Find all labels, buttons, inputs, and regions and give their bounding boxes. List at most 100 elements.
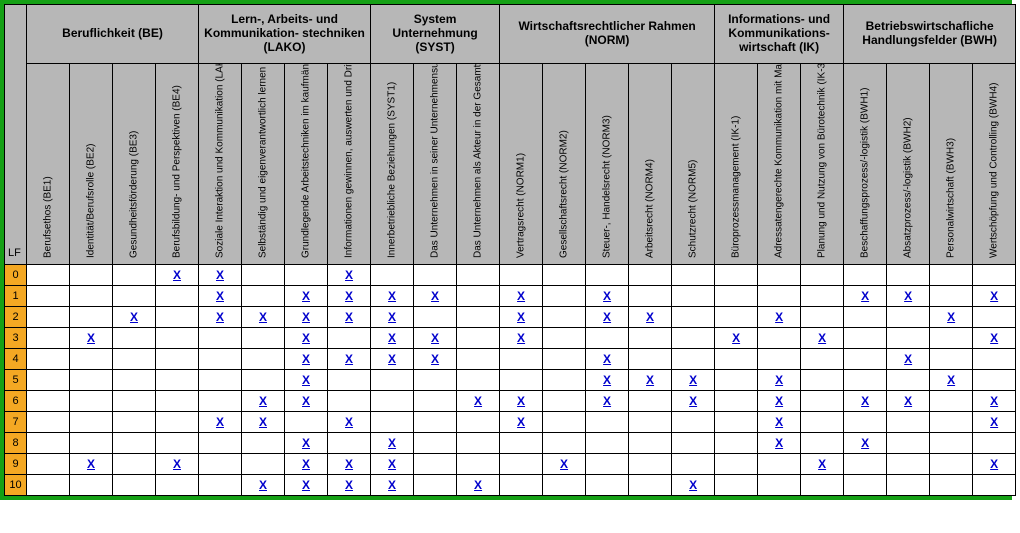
x-mark[interactable]: X <box>216 289 224 303</box>
x-mark[interactable]: X <box>259 415 267 429</box>
matrix-cell[interactable]: X <box>285 454 328 475</box>
x-mark[interactable]: X <box>603 310 611 324</box>
matrix-cell[interactable]: X <box>930 370 973 391</box>
matrix-cell[interactable]: X <box>758 412 801 433</box>
x-mark[interactable]: X <box>603 352 611 366</box>
x-mark[interactable]: X <box>947 310 955 324</box>
x-mark[interactable]: X <box>904 289 912 303</box>
x-mark[interactable]: X <box>259 394 267 408</box>
matrix-cell[interactable]: X <box>801 328 844 349</box>
x-mark[interactable]: X <box>517 310 525 324</box>
x-mark[interactable]: X <box>431 352 439 366</box>
x-mark[interactable]: X <box>388 457 396 471</box>
matrix-cell[interactable]: X <box>586 286 629 307</box>
matrix-cell[interactable]: X <box>973 454 1016 475</box>
x-mark[interactable]: X <box>990 331 998 345</box>
x-mark[interactable]: X <box>818 457 826 471</box>
x-mark[interactable]: X <box>388 331 396 345</box>
matrix-cell[interactable]: X <box>156 454 199 475</box>
x-mark[interactable]: X <box>689 478 697 492</box>
matrix-cell[interactable]: X <box>758 370 801 391</box>
matrix-cell[interactable]: X <box>242 307 285 328</box>
matrix-cell[interactable]: X <box>285 286 328 307</box>
matrix-cell[interactable]: X <box>844 286 887 307</box>
x-mark[interactable]: X <box>689 394 697 408</box>
x-mark[interactable]: X <box>603 373 611 387</box>
x-mark[interactable]: X <box>345 478 353 492</box>
matrix-cell[interactable]: X <box>371 349 414 370</box>
x-mark[interactable]: X <box>259 478 267 492</box>
matrix-cell[interactable]: X <box>414 349 457 370</box>
x-mark[interactable]: X <box>474 394 482 408</box>
matrix-cell[interactable]: X <box>328 265 371 286</box>
x-mark[interactable]: X <box>302 352 310 366</box>
matrix-cell[interactable]: X <box>328 412 371 433</box>
x-mark[interactable]: X <box>216 310 224 324</box>
matrix-cell[interactable]: X <box>285 433 328 454</box>
x-mark[interactable]: X <box>302 394 310 408</box>
x-mark[interactable]: X <box>560 457 568 471</box>
x-mark[interactable]: X <box>431 331 439 345</box>
matrix-cell[interactable]: X <box>371 475 414 496</box>
matrix-cell[interactable]: X <box>715 328 758 349</box>
x-mark[interactable]: X <box>646 373 654 387</box>
matrix-cell[interactable]: X <box>500 307 543 328</box>
x-mark[interactable]: X <box>216 268 224 282</box>
matrix-cell[interactable]: X <box>672 475 715 496</box>
x-mark[interactable]: X <box>517 394 525 408</box>
matrix-cell[interactable]: X <box>672 370 715 391</box>
matrix-cell[interactable]: X <box>328 349 371 370</box>
matrix-cell[interactable]: X <box>285 391 328 412</box>
x-mark[interactable]: X <box>818 331 826 345</box>
x-mark[interactable]: X <box>216 415 224 429</box>
matrix-cell[interactable]: X <box>285 328 328 349</box>
matrix-cell[interactable]: X <box>500 391 543 412</box>
matrix-cell[interactable]: X <box>543 454 586 475</box>
matrix-cell[interactable]: X <box>199 265 242 286</box>
matrix-cell[interactable]: X <box>500 286 543 307</box>
x-mark[interactable]: X <box>345 415 353 429</box>
x-mark[interactable]: X <box>302 478 310 492</box>
matrix-cell[interactable]: X <box>672 391 715 412</box>
matrix-cell[interactable]: X <box>328 454 371 475</box>
x-mark[interactable]: X <box>87 457 95 471</box>
matrix-cell[interactable]: X <box>586 307 629 328</box>
x-mark[interactable]: X <box>904 394 912 408</box>
x-mark[interactable]: X <box>173 457 181 471</box>
x-mark[interactable]: X <box>431 289 439 303</box>
matrix-cell[interactable]: X <box>586 370 629 391</box>
matrix-cell[interactable]: X <box>156 265 199 286</box>
matrix-cell[interactable]: X <box>500 412 543 433</box>
x-mark[interactable]: X <box>388 436 396 450</box>
matrix-cell[interactable]: X <box>586 391 629 412</box>
matrix-cell[interactable]: X <box>930 307 973 328</box>
x-mark[interactable]: X <box>775 310 783 324</box>
x-mark[interactable]: X <box>990 289 998 303</box>
x-mark[interactable]: X <box>732 331 740 345</box>
x-mark[interactable]: X <box>345 457 353 471</box>
matrix-cell[interactable]: X <box>242 475 285 496</box>
matrix-cell[interactable]: X <box>414 286 457 307</box>
x-mark[interactable]: X <box>775 436 783 450</box>
x-mark[interactable]: X <box>388 289 396 303</box>
matrix-cell[interactable]: X <box>70 328 113 349</box>
matrix-cell[interactable]: X <box>70 454 113 475</box>
x-mark[interactable]: X <box>861 394 869 408</box>
x-mark[interactable]: X <box>345 352 353 366</box>
matrix-cell[interactable]: X <box>973 412 1016 433</box>
x-mark[interactable]: X <box>603 394 611 408</box>
matrix-cell[interactable]: X <box>973 286 1016 307</box>
x-mark[interactable]: X <box>990 457 998 471</box>
x-mark[interactable]: X <box>689 373 697 387</box>
x-mark[interactable]: X <box>861 289 869 303</box>
x-mark[interactable]: X <box>474 478 482 492</box>
matrix-cell[interactable]: X <box>371 328 414 349</box>
x-mark[interactable]: X <box>345 310 353 324</box>
matrix-cell[interactable]: X <box>199 412 242 433</box>
x-mark[interactable]: X <box>775 415 783 429</box>
matrix-cell[interactable]: X <box>629 307 672 328</box>
matrix-cell[interactable]: X <box>500 328 543 349</box>
x-mark[interactable]: X <box>302 331 310 345</box>
x-mark[interactable]: X <box>259 310 267 324</box>
matrix-cell[interactable]: X <box>457 391 500 412</box>
